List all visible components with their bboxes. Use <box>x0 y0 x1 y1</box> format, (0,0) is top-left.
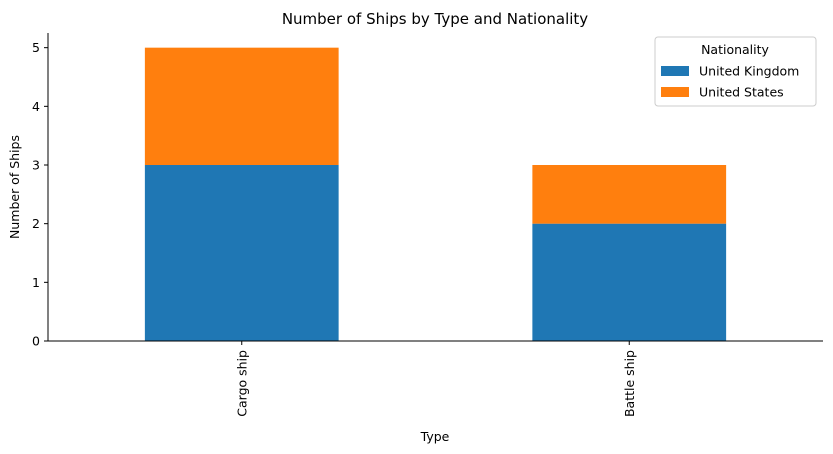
x-ticks: Cargo ship Battle ship <box>234 341 637 417</box>
y-tick-label: 1 <box>32 275 40 290</box>
y-tick-label: 0 <box>32 334 40 349</box>
legend-title: Nationality <box>701 42 769 57</box>
legend: Nationality United Kingdom United States <box>654 36 817 107</box>
y-tick-label: 2 <box>32 216 40 231</box>
bar-battle-ship-united-states <box>532 165 727 224</box>
plot-area <box>144 47 727 341</box>
legend-swatch <box>661 66 689 76</box>
bar-cargo-ship-united-kingdom <box>144 165 339 341</box>
bar-battle-ship-united-kingdom <box>532 223 727 341</box>
y-ticks: 0 1 2 3 4 5 <box>32 40 48 349</box>
y-axis-label: Number of Ships <box>7 135 22 239</box>
y-tick-label: 3 <box>32 158 40 173</box>
axes <box>47 33 823 342</box>
chart-title: Number of Ships by Type and Nationality <box>282 10 588 28</box>
legend-label: United Kingdom <box>699 64 799 79</box>
legend-label: United States <box>699 85 784 100</box>
y-tick-label: 4 <box>32 99 40 114</box>
bar-cargo-ship-united-states <box>144 47 339 165</box>
x-axis-label: Type <box>420 429 450 444</box>
legend-swatch <box>661 87 689 97</box>
x-tick-label: Battle ship <box>622 350 637 417</box>
legend-box <box>654 36 817 107</box>
y-tick-label: 5 <box>32 40 40 55</box>
x-tick-label: Cargo ship <box>234 350 249 417</box>
